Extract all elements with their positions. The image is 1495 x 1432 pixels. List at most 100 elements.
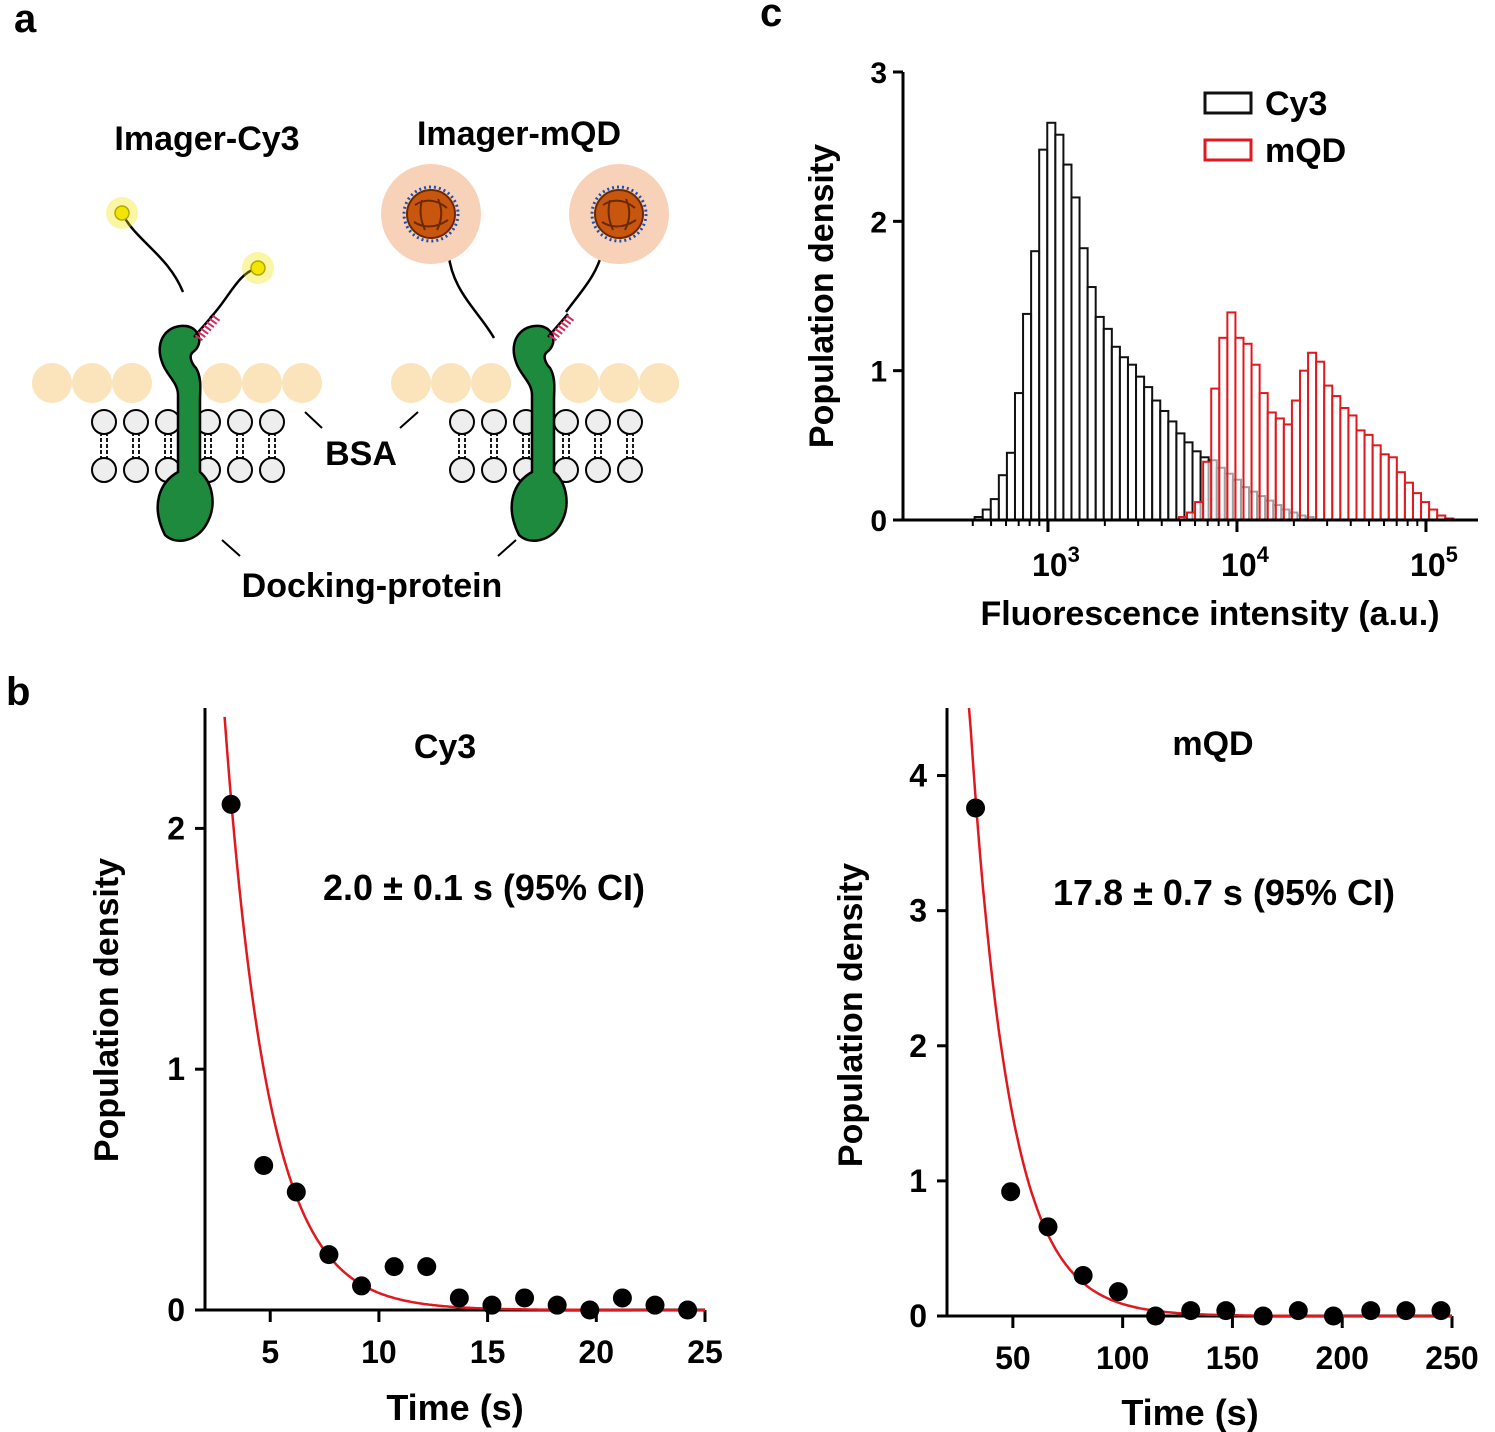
histogram-bar [1086,286,1097,522]
data-point [352,1276,372,1296]
data-point [1288,1301,1308,1321]
histogram-bar [1102,327,1113,521]
data-point [1323,1306,1343,1326]
data-point [384,1257,404,1277]
data-point [1216,1301,1236,1321]
bsa-molecule [471,363,511,403]
lipid-head-top [123,409,149,435]
histogram-bar [997,474,1008,522]
histogram-bar [1210,387,1221,521]
data-point [1396,1301,1416,1321]
base-pair-tick [211,314,221,322]
histogram-bar [1307,351,1318,521]
histogram-bar [1022,312,1033,522]
data-point [319,1245,339,1265]
lipid-head-bottom [259,457,285,483]
bsa-molecule [639,363,679,403]
histogram-bar [1078,247,1089,521]
bsa-molecule [391,363,431,403]
base-pair-tick [206,321,215,329]
lipid-bilayer [91,409,643,483]
cy3-dwell-time-chart: 0 1 2 5 10 15 20 25 Cy3 2.0 ± 0.1 s (95%… [88,708,723,1428]
y-tick-label: 1 [167,1051,185,1087]
hybridization-ticks [548,314,575,342]
bsa-molecule [282,363,322,403]
data-point [645,1295,665,1315]
mqd-free-imager [381,164,496,339]
histogram-bar [1046,121,1057,521]
cy3-data-points [221,794,698,1320]
base-pair-tick [551,331,560,338]
lipid-head-bottom [123,457,149,483]
lipid-head-bottom [481,457,507,483]
lipid-head-top [155,409,181,435]
bsa-layer [32,363,679,403]
base-pair-tick [197,331,206,338]
histogram-bar [1013,392,1025,522]
panel-label-a: a [14,0,37,41]
bsa-molecule [202,363,242,403]
mqd-histogram-bars [1177,311,1455,522]
bsa-molecule [32,363,72,403]
base-pair-tick [203,324,212,332]
bsa-leader-right [399,411,419,429]
base-pair-tick [209,318,218,325]
histogram-bar [1054,133,1065,521]
lipid-head-bottom [617,457,643,483]
base-pair-tick [563,318,572,325]
histogram-bar [1070,196,1081,521]
mqd-y-axis-label: Population density [832,863,870,1167]
cy3-free-imager [106,197,185,293]
quantum-dot-icon [406,189,456,239]
data-point [449,1288,469,1308]
bsa-molecule [72,363,112,403]
data-point [580,1300,600,1320]
qd-shell [402,185,460,243]
histogram-bar [1250,363,1261,521]
x-tick-label: 25 [687,1334,723,1370]
mqd-data-points [966,798,1451,1326]
histogram-bar [1175,432,1186,521]
quantum-dot-icon [594,189,644,239]
protein-leader-left [221,539,241,557]
bsa-molecule [242,363,282,403]
data-point [417,1257,437,1277]
x-tick-label: 200 [1316,1340,1369,1376]
imager-mqd-label: Imager-mQD [417,115,621,153]
y-tick-label: 0 [167,1292,185,1328]
legend-label-mqd: mQD [1265,132,1346,170]
data-point [286,1182,306,1202]
legend-label-cy3: Cy3 [1265,85,1327,123]
x-tick-base: 10 [1410,547,1446,583]
legend-swatch-mqd [1203,138,1253,162]
histogram-bar [1428,508,1439,521]
panel-label-c: c [760,0,782,35]
data-point [221,794,241,814]
lipid-head-bottom [449,457,475,483]
mqd-bound-imager [547,164,669,342]
x-tick-label: 5 [261,1334,279,1370]
histogram-bar [1339,407,1350,521]
histogram-bar [1038,148,1049,522]
histogram-bar [1315,360,1326,521]
histogram-bar [1266,411,1277,522]
mqd-x-axis-label: Time (s) [1121,1392,1258,1432]
lipid-head-top [553,409,579,435]
histogram-bar [1094,315,1105,522]
mqd-y-ticks: 0 1 2 3 4 [909,758,927,1334]
x-tick-base: 10 [1032,547,1068,583]
hybridization-ticks [194,314,221,342]
docking-protein-left [156,324,214,542]
lipid-head-bottom [585,457,611,483]
x-tick-base: 10 [1221,547,1257,583]
histogram-y-axis-label: Population density [803,144,841,448]
x-tick-label: 150 [1206,1340,1259,1376]
y-tick-label: 2 [870,206,887,239]
base-pair-tick [194,334,204,342]
y-tick-label: 2 [909,1028,927,1064]
x-tick-label: 104 [1221,542,1270,583]
base-pair-tick [560,321,569,329]
x-tick-exponent: 4 [1257,542,1270,567]
histogram-bar [1143,386,1154,521]
bsa-label: BSA [325,435,397,473]
